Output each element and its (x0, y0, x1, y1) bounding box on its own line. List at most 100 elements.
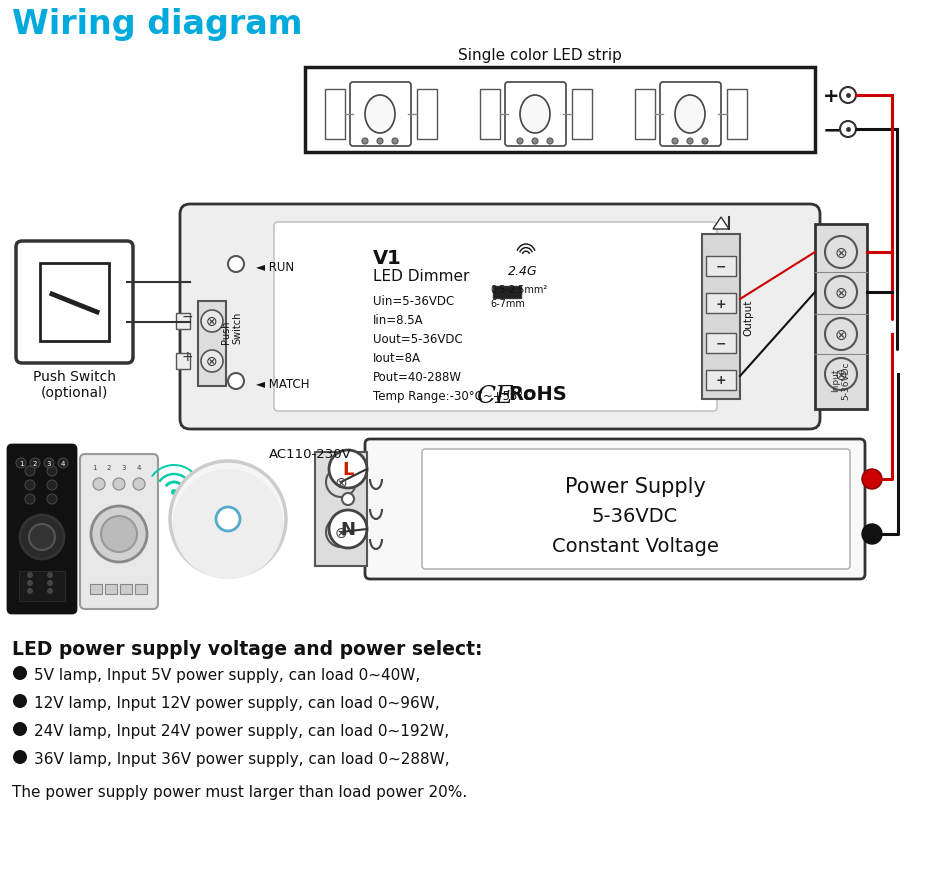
Bar (176, 313, 190, 329)
Text: −: − (716, 337, 726, 350)
Circle shape (201, 350, 223, 372)
Circle shape (25, 480, 35, 491)
FancyBboxPatch shape (274, 223, 717, 412)
Text: +: + (716, 374, 726, 387)
Circle shape (216, 507, 240, 531)
Text: +: + (823, 86, 840, 105)
Text: Single color LED strip: Single color LED strip (458, 48, 622, 63)
Text: ⊗: ⊗ (834, 327, 847, 342)
Text: RoHS: RoHS (508, 385, 566, 404)
Circle shape (840, 88, 856, 104)
Text: Uout=5-36VDC: Uout=5-36VDC (373, 333, 463, 346)
Circle shape (30, 458, 40, 469)
Circle shape (862, 470, 882, 489)
Circle shape (133, 479, 145, 491)
Circle shape (392, 139, 398, 145)
Text: −: − (716, 260, 726, 273)
Text: Iout=8A: Iout=8A (373, 351, 421, 364)
Circle shape (329, 450, 367, 488)
Text: ⊗: ⊗ (206, 355, 218, 369)
Circle shape (326, 467, 356, 498)
Text: 5-36VDC: 5-36VDC (591, 507, 678, 525)
Text: +: + (716, 297, 726, 310)
Circle shape (825, 237, 857, 269)
Circle shape (101, 516, 137, 552)
Circle shape (825, 319, 857, 350)
FancyBboxPatch shape (180, 205, 820, 429)
Bar (480, 90, 500, 140)
Circle shape (201, 311, 223, 333)
Text: 5V lamp, Input 5V power supply, can load 0~40W,: 5V lamp, Input 5V power supply, can load… (34, 667, 420, 682)
Text: The power supply power must larger than load power 20%.: The power supply power must larger than … (12, 784, 467, 799)
Text: V1: V1 (373, 248, 402, 268)
Bar (706, 256, 736, 277)
Circle shape (672, 139, 678, 145)
Text: −: − (181, 310, 193, 324)
Circle shape (93, 479, 105, 491)
Text: 12V lamp, Input 12V power supply, can load 0~96W,: 12V lamp, Input 12V power supply, can lo… (34, 695, 440, 710)
Circle shape (342, 493, 354, 506)
Text: ⊗: ⊗ (206, 314, 218, 328)
Text: 1: 1 (19, 460, 23, 466)
Circle shape (171, 489, 177, 495)
Bar (198, 302, 226, 386)
Circle shape (58, 458, 68, 469)
Text: Temp Range:-30°C~+55°C: Temp Range:-30°C~+55°C (373, 390, 532, 402)
Circle shape (47, 580, 53, 587)
Text: ⊗: ⊗ (834, 285, 847, 300)
Circle shape (173, 470, 283, 579)
Circle shape (27, 572, 33, 579)
Circle shape (825, 358, 857, 391)
Text: Push Switch
(optional): Push Switch (optional) (33, 370, 116, 399)
Text: +: + (181, 349, 193, 363)
Circle shape (113, 479, 125, 491)
FancyBboxPatch shape (660, 83, 721, 147)
Circle shape (44, 458, 54, 469)
Text: ⊗: ⊗ (834, 367, 847, 382)
Text: ◄ MATCH: ◄ MATCH (256, 378, 310, 391)
Circle shape (825, 277, 857, 309)
Circle shape (13, 694, 27, 709)
Circle shape (687, 139, 693, 145)
Text: L: L (342, 460, 353, 479)
Circle shape (228, 256, 244, 273)
Circle shape (91, 507, 147, 563)
Text: 1: 1 (92, 464, 96, 471)
Circle shape (362, 139, 368, 145)
Bar (105, 585, 117, 594)
Circle shape (47, 480, 57, 491)
Text: 2.4G: 2.4G (508, 264, 538, 277)
Ellipse shape (365, 96, 395, 133)
Circle shape (13, 666, 27, 680)
Text: Push
Switch: Push Switch (221, 312, 243, 344)
Text: 4: 4 (137, 464, 141, 471)
Bar (572, 90, 592, 140)
Text: Input
5-36VDc: Input 5-36VDc (831, 361, 851, 399)
Circle shape (25, 466, 35, 477)
Text: Constant Voltage: Constant Voltage (551, 536, 719, 556)
Bar (815, 225, 867, 409)
Bar (417, 90, 437, 140)
Text: 24V lamp, Input 24V power supply, can load 0~192W,: 24V lamp, Input 24V power supply, can lo… (34, 723, 449, 738)
Text: ⊗: ⊗ (335, 525, 348, 540)
Circle shape (13, 723, 27, 736)
Bar (635, 90, 655, 140)
FancyBboxPatch shape (80, 455, 158, 609)
Circle shape (532, 139, 538, 145)
Circle shape (47, 494, 57, 505)
Circle shape (547, 139, 553, 145)
FancyBboxPatch shape (8, 445, 76, 614)
Circle shape (517, 139, 523, 145)
Circle shape (25, 494, 35, 505)
Circle shape (228, 373, 244, 390)
Text: 0.5-2.5mm²: 0.5-2.5mm² (490, 284, 547, 295)
FancyBboxPatch shape (16, 241, 133, 363)
Text: LED power supply voltage and power select:: LED power supply voltage and power selec… (12, 639, 483, 658)
Bar (706, 371, 736, 391)
Bar (176, 354, 190, 370)
FancyBboxPatch shape (350, 83, 411, 147)
Text: 3: 3 (46, 460, 51, 466)
FancyBboxPatch shape (365, 440, 865, 579)
Circle shape (702, 139, 708, 145)
Circle shape (170, 462, 286, 578)
